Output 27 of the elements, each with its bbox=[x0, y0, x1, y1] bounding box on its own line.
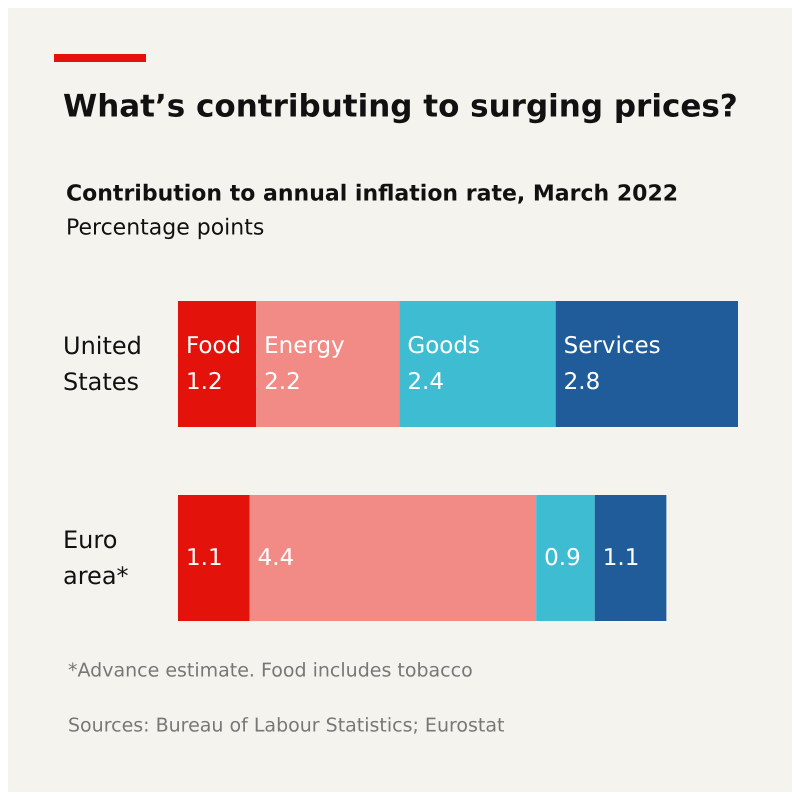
source-note: Sources: Bureau of Labour Statistics; Eurostat bbox=[68, 714, 504, 736]
data-label: 2.8 bbox=[564, 369, 600, 395]
bar bbox=[178, 495, 250, 621]
data-label: 2.2 bbox=[264, 369, 301, 395]
chart-title: What’s contributing to surging prices? bbox=[63, 88, 738, 124]
data-label: 0.9 bbox=[544, 545, 581, 571]
bar bbox=[250, 495, 536, 621]
data-label: 2.4 bbox=[407, 369, 444, 395]
bar bbox=[536, 495, 595, 621]
data-label: 1.1 bbox=[186, 545, 223, 571]
text: *Advance estimate. Food includes tobacco bbox=[68, 660, 473, 682]
data-label: 4.4 bbox=[258, 545, 294, 571]
series-label: Food bbox=[186, 333, 242, 359]
x-axis-title: Percentage points bbox=[66, 216, 264, 240]
series-label: Goods bbox=[407, 333, 480, 359]
series-label: Energy bbox=[264, 333, 345, 359]
bar bbox=[556, 301, 738, 427]
data-label: 1.2 bbox=[186, 369, 223, 395]
series-label: Services bbox=[564, 333, 661, 359]
data-label: 1.1 bbox=[602, 545, 640, 571]
bar bbox=[399, 301, 556, 427]
bar bbox=[256, 301, 400, 427]
y-tick-label: Euro area* bbox=[63, 526, 129, 590]
y-tick-label: United States bbox=[63, 332, 150, 396]
bar bbox=[178, 301, 256, 427]
bar bbox=[594, 495, 666, 621]
chart-subtitle: Contribution to annual inflation rate, March 2022 bbox=[66, 182, 678, 206]
